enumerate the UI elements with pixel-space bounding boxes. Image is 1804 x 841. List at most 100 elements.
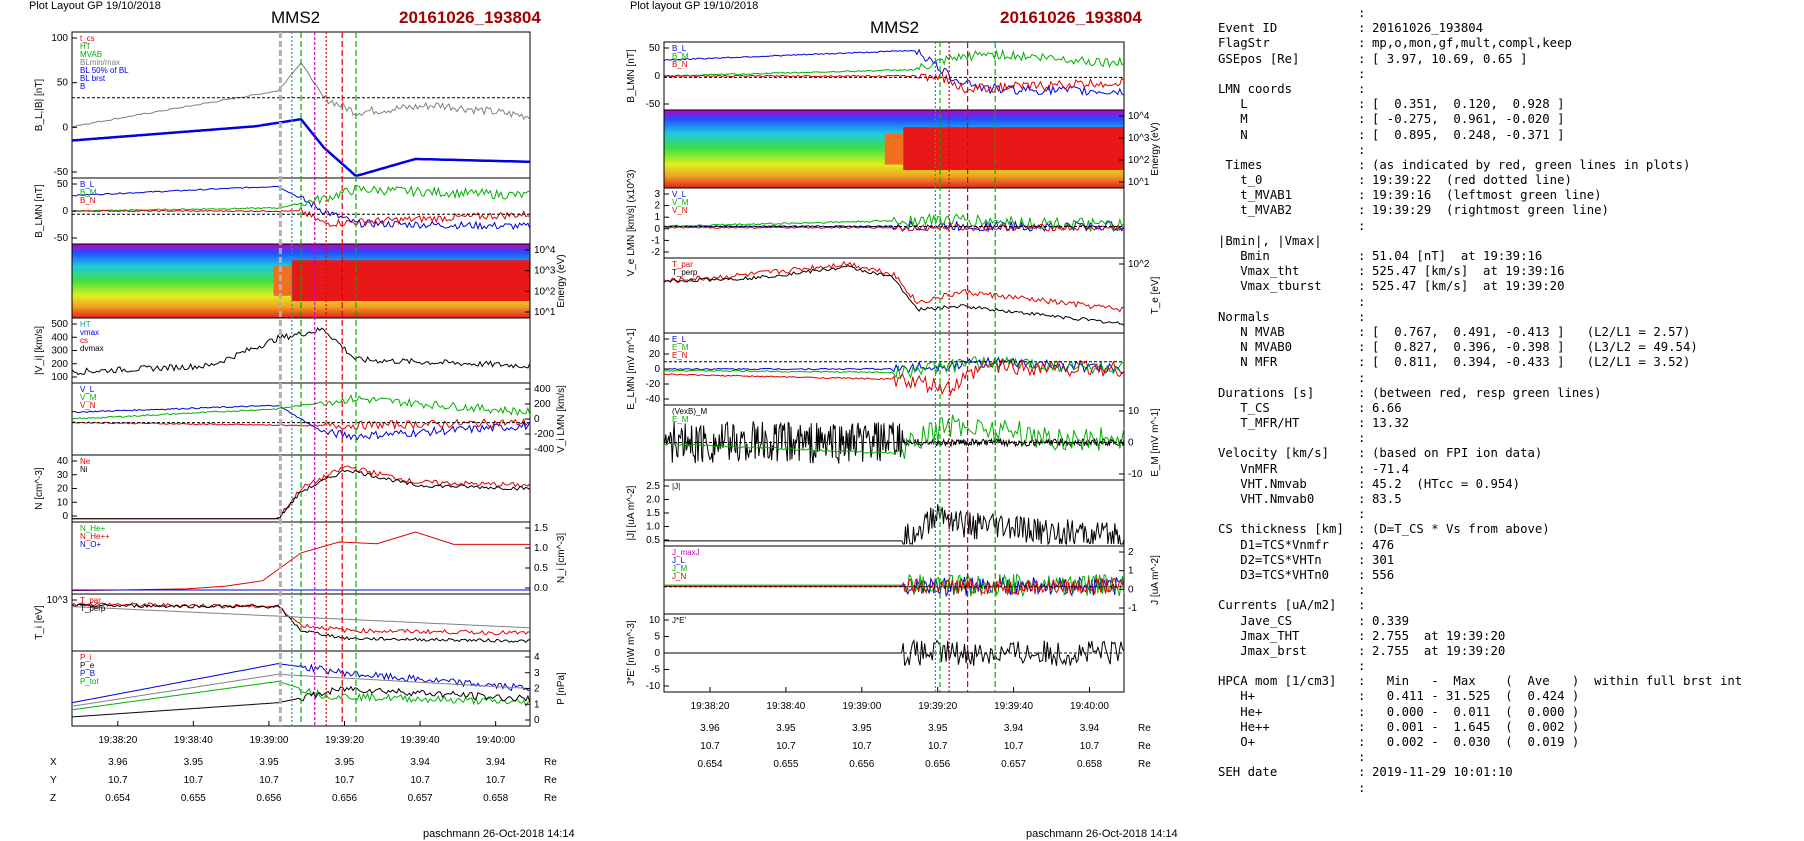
legend-entry: P_e xyxy=(80,661,95,670)
position-value: 3.95 xyxy=(928,723,948,734)
position-value: 3.95 xyxy=(335,757,355,768)
info-row: : xyxy=(1218,659,1802,674)
info-value: 556 xyxy=(1372,567,1395,582)
y-axis-label-right: E_M [mV m^-1] xyxy=(1150,408,1161,477)
info-row: Velocity [km/s]: (based on FPI ion data) xyxy=(1218,446,1802,461)
info-colon: : xyxy=(1358,704,1366,719)
info-value: [ 0.767, 0.491, -0.413 ] (L2/L1 = 2.57) xyxy=(1372,324,1691,339)
info-colon: : xyxy=(1358,400,1366,415)
y-tick-label: -1 xyxy=(651,235,660,246)
trace-EMg xyxy=(663,414,1125,460)
position-value: 3.94 xyxy=(1004,723,1024,734)
info-value: (between red, resp green lines) xyxy=(1372,385,1602,400)
panel-frame xyxy=(663,257,1125,334)
info-row: He++: 0.001 - 1.645 ( 0.002 ) xyxy=(1218,720,1802,735)
panel-9: 10 5 0 -5 -10 J*E' [nW m^-3] J*E' xyxy=(626,613,1125,693)
info-colon: : xyxy=(1358,173,1366,188)
info-colon: : xyxy=(1358,780,1366,795)
info-colon: : xyxy=(1358,689,1366,704)
info-key: Normals xyxy=(1218,309,1270,324)
info-colon: : xyxy=(1358,628,1366,643)
left-event-id: 20161026_193804 xyxy=(399,8,541,27)
legend-entry: B_L xyxy=(672,44,687,53)
y-axis-label-right: P [nPa] xyxy=(556,672,567,705)
middle-event-id: 20161026_193804 xyxy=(1000,8,1142,27)
position-value: 10.7 xyxy=(1080,741,1100,752)
info-row: : xyxy=(1218,371,1802,386)
y-tick-label: -50 xyxy=(54,233,69,244)
info-row: Currents [uA/m2]: xyxy=(1218,598,1802,613)
position-unit: Re xyxy=(544,757,557,768)
y-tick-label: 0 xyxy=(654,71,660,82)
y-tick-label: 0 xyxy=(654,364,660,375)
x-tick-label: 19:40:00 xyxy=(476,735,515,746)
legend-entry: B_M xyxy=(672,52,689,61)
spectrogram-hot-region xyxy=(903,127,1124,171)
y-axis-label: |V_i| [km/s] xyxy=(34,326,45,375)
info-row: Durations [s]: (between red, resp green l… xyxy=(1218,386,1802,401)
x-tick-label: 19:38:20 xyxy=(691,701,730,712)
info-key: Durations [s] xyxy=(1218,385,1315,400)
info-row: T_CS:6.66 xyxy=(1218,401,1802,416)
panel-6: 10 0 -10 E_M [mV m^-1] (VexB)_ME_M xyxy=(663,404,1161,481)
panel-7: 2.5 2.0 1.5 1.0 0.5 |J| [uA m^-2] |J| xyxy=(626,479,1125,547)
info-key: M xyxy=(1218,112,1248,127)
info-colon: : xyxy=(1358,157,1366,172)
y-axis-label: J*E' [nW m^-3] xyxy=(626,620,637,686)
y-tick-label: 0 xyxy=(62,206,68,217)
info-value: 525.47 [km/s] at 19:39:16 xyxy=(1372,264,1565,279)
info-colon: : xyxy=(1358,324,1366,339)
info-key: CS thickness [km] xyxy=(1218,522,1344,537)
y-tick-label: 200 xyxy=(51,359,68,370)
info-row: N MVAB0: [ 0.827, 0.396, -0.398 ] (L3/L2 … xyxy=(1218,340,1802,355)
info-key: D3=TCS*VHTn0 xyxy=(1218,567,1330,582)
info-value: 19:39:22 (red dotted line) xyxy=(1372,173,1572,188)
info-value: 2.755 at 19:39:20 xyxy=(1372,643,1506,658)
y-tick-label: 0 xyxy=(62,511,68,522)
trace-VN xyxy=(71,417,531,431)
info-row: N MVAB: [ 0.767, 0.491, -0.413 ] (L2/L1 =… xyxy=(1218,325,1802,340)
y-tick-label-right: 0 xyxy=(534,414,540,425)
legend-entry: V_M xyxy=(80,393,97,402)
info-colon: : xyxy=(1358,370,1366,385)
info-colon: : xyxy=(1358,355,1366,370)
info-value: mp,o,mon,gf,mult,compl,keep xyxy=(1372,36,1572,51)
position-value: 3.96 xyxy=(108,757,128,768)
left-footer: paschmann 26-Oct-2018 14:14 xyxy=(423,828,575,840)
y-tick-label: 2.5 xyxy=(646,481,660,492)
position-row-label: Y xyxy=(50,775,57,786)
info-row: Times: (as indicated by red, green lines … xyxy=(1218,158,1802,173)
info-row: FlagStr: mp,o,mon,gf,mult,compl,keep xyxy=(1218,36,1802,51)
y-tick-label-right: -1 xyxy=(1128,603,1137,614)
info-row: VHT.Nmvab:45.2 (HTcc = 0.954) xyxy=(1218,477,1802,492)
y-tick-label: 40 xyxy=(57,456,69,467)
x-tick-label: 19:38:20 xyxy=(98,735,137,746)
position-value: 10.7 xyxy=(259,775,279,786)
info-colon: : xyxy=(1358,6,1366,20)
panel-2: 50 0 -50 B_LMN [nT] B_LB_MB_N xyxy=(34,177,531,245)
info-value: 0.001 - 1.645 ( 0.002 ) xyxy=(1372,719,1580,734)
legend-entry: N_He++ xyxy=(80,532,110,541)
y-tick-label-right: 0.5 xyxy=(534,563,548,574)
info-colon: : xyxy=(1358,203,1366,218)
y-tick-label: 1.5 xyxy=(646,508,660,519)
y-tick-label-right: 10^4 xyxy=(534,245,556,256)
info-value: 301 xyxy=(1372,552,1395,567)
y-tick-label: 100 xyxy=(51,33,68,44)
info-key: |Bmin|, |Vmax| xyxy=(1218,233,1322,248)
y-tick-label: 1 xyxy=(654,212,660,223)
info-value: [ 0.811, 0.394, -0.433 ] (L2/L1 = 3.52) xyxy=(1372,355,1691,370)
info-key: D2=TCS*VHTn xyxy=(1218,552,1322,567)
trace-EL xyxy=(663,356,1125,375)
info-colon: : xyxy=(1358,218,1366,233)
left-spacecraft-label: MMS2 xyxy=(271,8,321,27)
info-key: VnMFR xyxy=(1218,461,1278,476)
middle-figure: 500-50B_LMN [nT]B_LB_MB_N10^410^310^210^… xyxy=(626,41,1161,770)
x-tick-label: 19:39:20 xyxy=(918,701,957,712)
y-axis-label: B_LMN [nT] xyxy=(626,49,637,103)
panel-5: 40 20 0 -20 -40 E_LMN [mV m^-1] E_LE_ME_N xyxy=(626,328,1125,410)
info-key: T_CS xyxy=(1218,400,1270,415)
